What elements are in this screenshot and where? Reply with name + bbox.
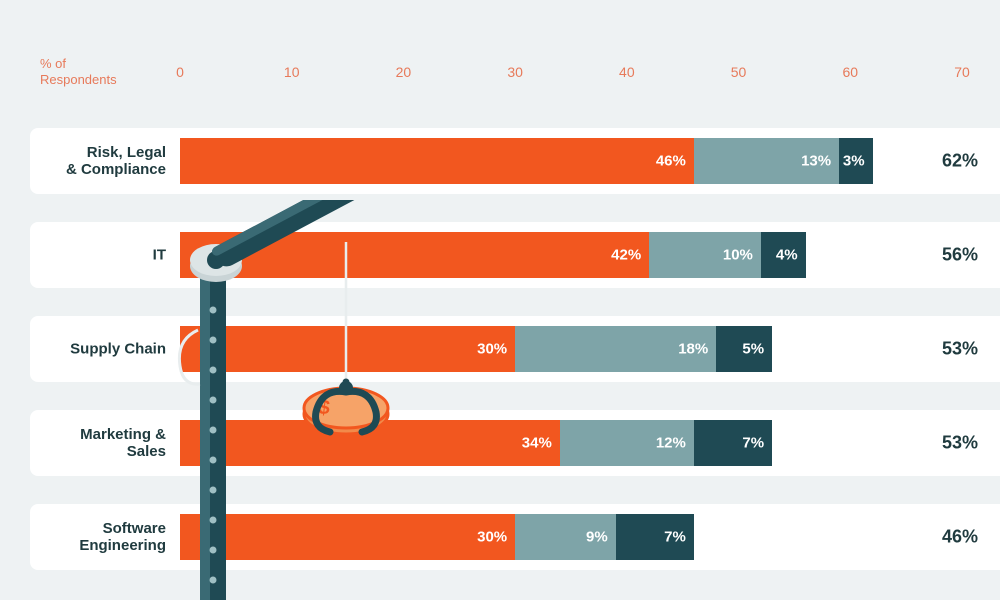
row-total: 56% [942, 245, 978, 266]
y-axis-label: % of Respondents [40, 56, 117, 87]
bar-segment-a: 30% [180, 514, 515, 560]
chart-row: Supply Chain 30% 18% 5% 53% [30, 316, 1000, 382]
chart-row: Software Engineering 30% 9% 7% 46% [30, 504, 1000, 570]
segment-value-label: 4% [776, 247, 798, 264]
bar-segment-c: 7% [616, 514, 694, 560]
axis-tick: 20 [396, 64, 412, 80]
segment-value-label: 46% [656, 153, 686, 170]
bar-segment-b: 13% [694, 138, 839, 184]
axis-tick: 70 [954, 64, 970, 80]
segment-value-label: 12% [656, 435, 686, 452]
chart-row: Marketing & Sales 34% 12% 7% 53% [30, 410, 1000, 476]
segment-value-label: 9% [586, 529, 608, 546]
bar-segment-c: 4% [761, 232, 806, 278]
segment-value-label: 7% [742, 435, 764, 452]
row-total: 53% [942, 433, 978, 454]
bar-segment-b: 9% [515, 514, 616, 560]
axis-tick: 30 [507, 64, 523, 80]
segment-value-label: 42% [611, 247, 641, 264]
bar-segment-b: 18% [515, 326, 716, 372]
row-label: Software Engineering [30, 520, 172, 555]
bar-segment-c: 3% [839, 138, 873, 184]
bar-segment-b: 12% [560, 420, 694, 466]
segment-value-label: 18% [678, 341, 708, 358]
segment-value-label: 30% [477, 529, 507, 546]
segment-value-label: 7% [664, 529, 686, 546]
row-label: Risk, Legal & Compliance [30, 144, 172, 179]
axis-tick: 0 [176, 64, 184, 80]
row-total: 53% [942, 339, 978, 360]
row-total: 46% [942, 527, 978, 548]
axis-tick: 40 [619, 64, 635, 80]
bar-track: 30% 9% 7% [180, 514, 930, 560]
bar-segment-c: 7% [694, 420, 772, 466]
axis-tick: 60 [842, 64, 858, 80]
segment-value-label: 5% [742, 341, 764, 358]
bar-track: 34% 12% 7% [180, 420, 930, 466]
bar-track: 42% 10% 4% [180, 232, 930, 278]
bar-segment-a: 46% [180, 138, 694, 184]
bar-track: 30% 18% 5% [180, 326, 930, 372]
segment-value-label: 3% [843, 153, 865, 170]
bar-segment-b: 10% [649, 232, 761, 278]
chart-row: IT 42% 10% 4% 56% [30, 222, 1000, 288]
axis-tick: 10 [284, 64, 300, 80]
segment-value-label: 10% [723, 247, 753, 264]
bar-segment-a: 34% [180, 420, 560, 466]
segment-value-label: 30% [477, 341, 507, 358]
row-label: IT [30, 246, 172, 263]
segment-value-label: 13% [801, 153, 831, 170]
row-label: Supply Chain [30, 340, 172, 357]
chart-row: Risk, Legal & Compliance 46% 13% 3% 62% [30, 128, 1000, 194]
bar-track: 46% 13% 3% [180, 138, 930, 184]
bar-segment-a: 30% [180, 326, 515, 372]
bar-segment-a: 42% [180, 232, 649, 278]
segment-value-label: 34% [522, 435, 552, 452]
axis-tick: 50 [731, 64, 747, 80]
bar-segment-c: 5% [716, 326, 772, 372]
row-total: 62% [942, 151, 978, 172]
row-label: Marketing & Sales [30, 426, 172, 461]
